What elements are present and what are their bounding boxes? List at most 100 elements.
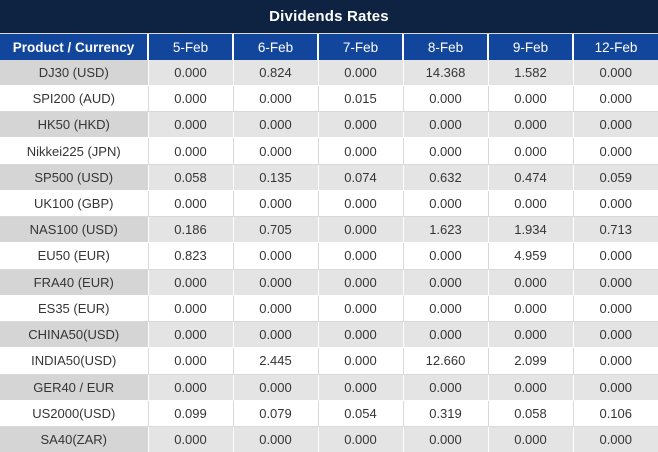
- value-cell: 0.000: [233, 85, 319, 113]
- value-cell: 0.000: [488, 321, 574, 349]
- value-cell: 0.000: [318, 426, 404, 452]
- value-cell: 0.824: [233, 60, 319, 86]
- value-cell: 0.000: [403, 321, 489, 349]
- value-cell: 0.000: [148, 321, 234, 349]
- value-cell: 0.058: [148, 164, 234, 191]
- value-cell: 1.934: [488, 216, 574, 244]
- product-cell: HK50 (HKD): [0, 111, 149, 139]
- value-cell: 0.000: [318, 347, 404, 375]
- product-cell: SA40(ZAR): [0, 426, 149, 452]
- value-cell: 0.000: [488, 190, 574, 218]
- table-row: FRA40 (EUR) 0.000 0.000 0.000 0.000 0.000 0.00…: [0, 269, 658, 296]
- value-cell: 0.000: [573, 190, 658, 218]
- value-cell: 0.000: [318, 374, 404, 401]
- value-cell: 0.000: [403, 85, 489, 113]
- value-cell: 0.000: [318, 321, 404, 349]
- product-cell: GER40 / EUR: [0, 374, 149, 401]
- value-cell: 0.000: [233, 111, 319, 139]
- value-cell: 0.000: [403, 374, 489, 401]
- table-row: SPI200 (AUD) 0.000 0.000 0.015 0.000 0.000 0.0…: [0, 85, 658, 113]
- value-cell: 0.000: [148, 111, 234, 139]
- value-cell: 0.000: [318, 137, 404, 165]
- value-cell: 0.000: [403, 242, 489, 270]
- value-cell: 0.000: [148, 426, 234, 452]
- table-row: UK100 (GBP) 0.000 0.000 0.000 0.000 0.000 0.00…: [0, 190, 658, 218]
- value-cell: 0.000: [148, 374, 234, 401]
- date-header: 5-Feb: [147, 34, 233, 60]
- value-cell: 0.000: [488, 111, 574, 139]
- value-cell: 0.000: [573, 269, 658, 296]
- table-row: DJ30 (USD) 0.000 0.824 0.000 14.368 1.582 0.00…: [0, 60, 658, 86]
- value-cell: 0.823: [148, 242, 234, 270]
- value-cell: 0.000: [148, 295, 234, 323]
- value-cell: 0.000: [573, 321, 658, 349]
- value-cell: 0.000: [318, 269, 404, 296]
- value-cell: 0.054: [318, 400, 404, 427]
- value-cell: 0.074: [318, 164, 404, 191]
- value-cell: 2.099: [488, 347, 574, 375]
- value-cell: 0.000: [233, 242, 319, 270]
- date-header: 8-Feb: [402, 34, 488, 60]
- value-cell: 0.135: [233, 164, 319, 191]
- value-cell: 0.106: [573, 400, 658, 427]
- product-cell: US2000(USD): [0, 400, 149, 427]
- value-cell: 0.000: [488, 85, 574, 113]
- value-cell: 0.632: [403, 164, 489, 191]
- value-cell: 0.059: [573, 164, 658, 191]
- value-cell: 0.000: [573, 426, 658, 452]
- value-cell: 0.058: [488, 400, 574, 427]
- value-cell: 0.000: [148, 269, 234, 296]
- value-cell: 0.000: [488, 269, 574, 296]
- table-row: INDIA50(USD) 0.000 2.445 0.000 12.660 2.099 0.…: [0, 347, 658, 375]
- product-cell: EU50 (EUR): [0, 242, 149, 270]
- value-cell: 0.000: [403, 190, 489, 218]
- value-cell: 0.000: [403, 111, 489, 139]
- value-cell: 0.000: [318, 111, 404, 139]
- value-cell: 0.000: [233, 321, 319, 349]
- value-cell: 0.000: [573, 60, 658, 86]
- product-cell: SPI200 (AUD): [0, 85, 149, 113]
- value-cell: 0.015: [318, 85, 404, 113]
- value-cell: 0.319: [403, 400, 489, 427]
- value-cell: 0.000: [233, 269, 319, 296]
- value-cell: 0.705: [233, 216, 319, 244]
- value-cell: 0.000: [573, 137, 658, 165]
- value-cell: 0.000: [233, 190, 319, 218]
- value-cell: 0.713: [573, 216, 658, 244]
- value-cell: 0.000: [573, 85, 658, 113]
- value-cell: 0.000: [318, 242, 404, 270]
- value-cell: 4.959: [488, 242, 574, 270]
- value-cell: 0.000: [233, 137, 319, 165]
- dividends-table: Product / Currency 5-Feb 6-Feb 7-Feb 8-Feb 9…: [0, 34, 658, 452]
- value-cell: 0.186: [148, 216, 234, 244]
- value-cell: 0.000: [318, 60, 404, 86]
- value-cell: 0.000: [233, 426, 319, 452]
- table-row: SA40(ZAR) 0.000 0.000 0.000 0.000 0.000 0.000: [0, 426, 658, 452]
- value-cell: 0.000: [573, 242, 658, 270]
- value-cell: 0.079: [233, 400, 319, 427]
- table-row: SP500 (USD) 0.058 0.135 0.074 0.632 0.474 0.05…: [0, 164, 658, 191]
- value-cell: 1.582: [488, 60, 574, 86]
- product-cell: Nikkei225 (JPN): [0, 137, 149, 165]
- value-cell: 0.000: [488, 295, 574, 323]
- product-cell: UK100 (GBP): [0, 190, 149, 218]
- page-title: Dividends Rates: [269, 8, 389, 25]
- date-header: 9-Feb: [487, 34, 573, 60]
- table-row: EU50 (EUR) 0.823 0.000 0.000 0.000 4.959 0.000: [0, 242, 658, 270]
- value-cell: 0.000: [148, 190, 234, 218]
- date-header: 6-Feb: [232, 34, 318, 60]
- value-cell: 0.474: [488, 164, 574, 191]
- value-cell: 0.000: [148, 85, 234, 113]
- table-row: HK50 (HKD) 0.000 0.000 0.000 0.000 0.000 0.000: [0, 111, 658, 139]
- table-body: DJ30 (USD) 0.000 0.824 0.000 14.368 1.582 0.00…: [0, 60, 658, 452]
- value-cell: 0.000: [573, 374, 658, 401]
- value-cell: 0.099: [148, 400, 234, 427]
- value-cell: 0.000: [233, 374, 319, 401]
- value-cell: 0.000: [233, 295, 319, 323]
- table-row: US2000(USD) 0.099 0.079 0.054 0.319 0.058 0.10…: [0, 400, 658, 427]
- value-cell: 0.000: [488, 137, 574, 165]
- product-cell: DJ30 (USD): [0, 60, 149, 86]
- value-cell: 0.000: [318, 295, 404, 323]
- table-row: Nikkei225 (JPN) 0.000 0.000 0.000 0.000 0.000…: [0, 137, 658, 165]
